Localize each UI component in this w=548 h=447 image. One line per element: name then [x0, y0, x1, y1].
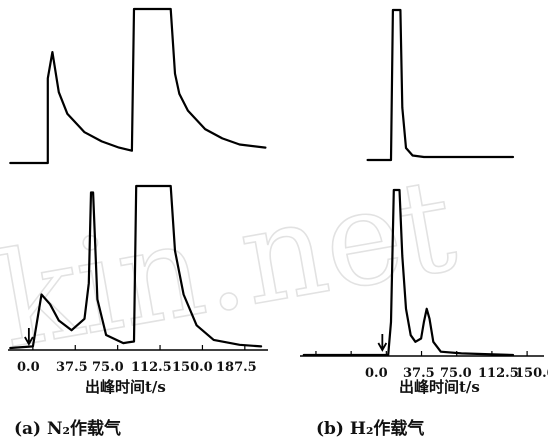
panel-b-caption: (b) H₂作载气: [316, 418, 424, 439]
x-tick-label: 37.5: [403, 366, 435, 381]
x-tick-label: 0.0: [365, 366, 388, 381]
x-tick-label: 112.5: [478, 366, 519, 381]
x-tick-label: 150.0: [172, 360, 213, 375]
x-tick-label: 187.5: [216, 360, 257, 375]
panel-a-chromatogram: 0.0 37.5 75.0 112.5 150.0 187.5 出峰时间t/s (a) N…: [8, 7, 268, 439]
trace-top: [9, 7, 267, 165]
injection-arrow-icon: [24, 328, 34, 346]
x-tick-label: 75.0: [440, 366, 472, 381]
x-tick-label: 0.0: [17, 360, 40, 375]
trace-top: [366, 8, 515, 162]
panel-a-x-axis: 0.0 37.5 75.0 112.5 150.0 187.5: [8, 328, 268, 375]
x-tick-label: 112.5: [131, 360, 172, 375]
x-tick-label: 150.0: [515, 366, 548, 381]
x-tick-label: 75.0: [92, 360, 124, 375]
panel-a-caption: (a) N₂作载气: [14, 418, 121, 439]
trace-bottom: [9, 184, 263, 350]
panel-b-traces: [302, 8, 515, 357]
x-tick-label: 37.5: [56, 360, 88, 375]
panel-a-traces: [9, 7, 267, 350]
panel-a-x-axis-title: 出峰时间t/s: [85, 378, 166, 396]
injection-arrow-icon: [377, 334, 388, 352]
panel-b-x-axis-title: 出峰时间t/s: [399, 378, 480, 396]
trace-bottom: [302, 188, 515, 357]
